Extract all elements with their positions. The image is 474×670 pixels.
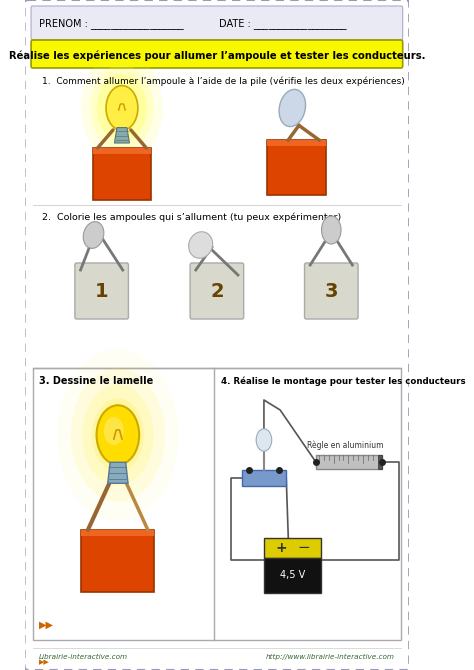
Polygon shape: [108, 462, 128, 483]
Text: Réalise les expériences pour allumer l’ampoule et tester les conducteurs.: Réalise les expériences pour allumer l’a…: [9, 51, 425, 61]
FancyBboxPatch shape: [190, 263, 244, 319]
Bar: [242, 470, 286, 486]
Bar: [93, 148, 151, 154]
Bar: [82, 530, 155, 536]
FancyBboxPatch shape: [31, 6, 403, 40]
Ellipse shape: [82, 385, 154, 486]
Polygon shape: [114, 127, 129, 143]
Bar: [264, 537, 321, 558]
Bar: [93, 148, 151, 200]
Bar: [377, 455, 383, 469]
Text: DATE : ___________________: DATE : ___________________: [219, 19, 347, 29]
Text: Règle en aluminium: Règle en aluminium: [307, 440, 383, 450]
Ellipse shape: [97, 405, 139, 465]
Text: 2.  Colorie les ampoules qui s’allument (tu peux expérimenter): 2. Colorie les ampoules qui s’allument (…: [43, 212, 342, 222]
Text: 4,5 V: 4,5 V: [280, 570, 305, 580]
Ellipse shape: [83, 222, 104, 249]
FancyBboxPatch shape: [31, 40, 403, 68]
Text: ▶▶: ▶▶: [39, 659, 50, 665]
Text: 1: 1: [95, 281, 109, 301]
Bar: [267, 140, 326, 195]
Text: +: +: [275, 541, 287, 555]
Bar: [82, 530, 155, 592]
Ellipse shape: [106, 86, 138, 131]
Text: http://www.librairie-interactive.com: http://www.librairie-interactive.com: [265, 654, 394, 660]
FancyBboxPatch shape: [304, 263, 358, 319]
Ellipse shape: [321, 216, 341, 244]
Text: 3: 3: [325, 281, 338, 301]
Text: 4. Réalise le montage pour tester les conducteurs: 4. Réalise le montage pour tester les co…: [221, 376, 465, 385]
FancyBboxPatch shape: [25, 0, 409, 670]
Text: 1.  Comment allumer l’ampoule à l’aide de la pile (vérifie les deux expériences): 1. Comment allumer l’ampoule à l’aide de…: [43, 76, 405, 86]
Text: −: −: [297, 541, 310, 555]
Ellipse shape: [104, 417, 124, 445]
Ellipse shape: [189, 232, 213, 258]
Bar: [264, 558, 321, 592]
Ellipse shape: [81, 52, 163, 163]
Text: ▶▶: ▶▶: [39, 620, 54, 630]
FancyBboxPatch shape: [75, 263, 128, 319]
Ellipse shape: [256, 429, 272, 451]
Text: Librairie-interactive.com: Librairie-interactive.com: [39, 654, 128, 660]
Text: 2: 2: [210, 281, 224, 301]
Bar: [316, 455, 383, 469]
Ellipse shape: [71, 369, 165, 502]
Text: 3. Dessine le lamelle: 3. Dessine le lamelle: [39, 376, 154, 386]
Bar: [267, 140, 326, 146]
Ellipse shape: [90, 65, 154, 151]
Ellipse shape: [92, 398, 144, 472]
Ellipse shape: [97, 74, 147, 142]
Ellipse shape: [57, 349, 179, 521]
Bar: [33, 368, 401, 640]
Text: PRENOM : ___________________: PRENOM : ___________________: [39, 19, 184, 29]
Ellipse shape: [279, 89, 306, 127]
